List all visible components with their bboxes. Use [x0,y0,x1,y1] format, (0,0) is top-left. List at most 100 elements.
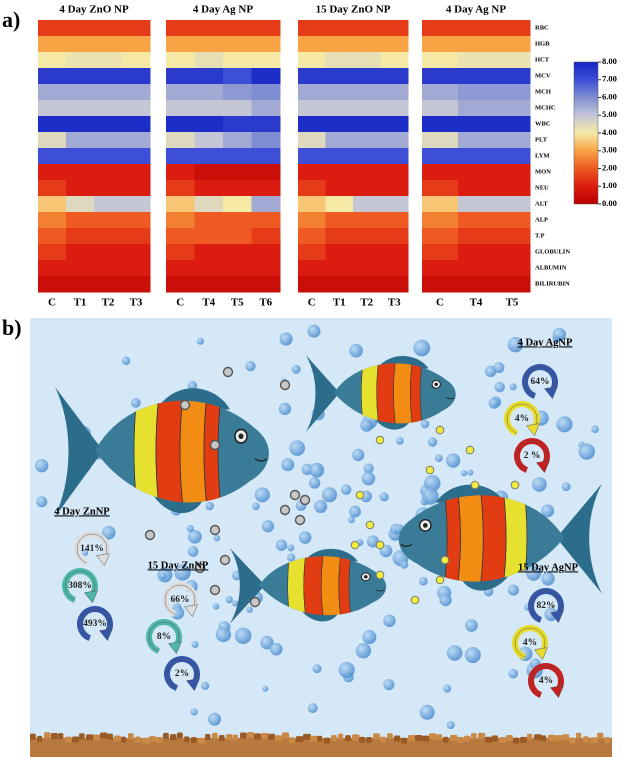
ag-particle [435,575,445,585]
column-label: T4 [202,297,215,309]
fish-pupil [363,575,368,579]
column-label: T4 [470,297,483,309]
fish-pupil [434,382,438,386]
bubble [269,642,283,656]
heatmap-cell [122,196,151,213]
zno-particle [209,584,221,596]
grain [184,736,190,743]
ag-particle [465,445,475,455]
percent-label: 64% [531,377,550,387]
heatmap-cell [122,36,151,53]
heatmap-cell [325,36,354,53]
bubble [190,708,198,716]
grain [555,735,563,742]
heatmap-cell [122,84,151,101]
heatmap-cell [298,36,326,53]
grain [359,736,366,743]
bubble [281,458,295,472]
grain [51,733,58,740]
grain [590,737,598,744]
heatmap-cell [422,132,459,149]
heatmap-cell [458,68,495,85]
heatmap-cell [38,244,67,261]
grain [527,733,533,740]
ag-particle [510,480,520,490]
heatmap-cell [94,68,123,85]
grain [373,733,380,740]
grain [282,732,290,739]
bubble [309,462,325,478]
grain [275,735,283,742]
heatmap-cell [422,52,459,69]
grain [198,737,206,744]
grain [289,737,295,744]
grain [569,737,576,744]
zno-particle [249,596,261,608]
bubble [465,619,478,632]
column-label: T2 [102,297,115,309]
heatmap-cell [353,148,381,165]
grain [583,736,589,743]
heatmap-cell [353,164,381,181]
heatmap-cell [251,148,281,165]
ag-particle [425,465,435,475]
bubble [205,501,214,511]
zno-particle [222,366,234,378]
group-title: 4 Day ZnNP [54,506,110,517]
grain [219,734,225,741]
row-label: NEU [535,184,549,191]
heatmap-cell [494,276,531,293]
row-label: GLOBULIN [535,248,570,255]
heatmap-cell [353,84,381,101]
ag-particle [470,480,480,490]
grain [58,733,64,740]
heatmap-cell [458,212,495,229]
heatmap-cell [66,68,95,85]
row-label: WBC [535,120,551,127]
bubble [186,524,194,533]
bubble [531,477,547,492]
bubble [321,487,338,503]
percent-label: 308% [68,581,92,591]
grain [121,736,127,743]
bubble [208,712,222,726]
fish-stripe [338,556,353,616]
bubble [395,437,404,445]
heatmap-cell [223,164,252,181]
heatmap-cell [122,276,151,293]
fishes: 64% 4% 2 % 141% 308% 493% 66% 8% 2% 82% 4% 4% [55,355,602,699]
grain [37,735,43,742]
zno-particle [289,489,301,501]
arrow-head [84,590,98,604]
bubble [541,504,555,518]
heatmap-cell [94,148,123,165]
grain [324,737,331,744]
bubble [418,576,428,586]
row-label: RBC [535,24,549,31]
bubble [348,516,355,524]
bubble [467,469,474,476]
grain [429,733,437,740]
heatmap-cell [494,228,531,245]
heatmap-cell [166,148,195,165]
heatmap-cell [380,20,409,37]
cycle-arrow-outline [166,658,198,689]
bubble [363,463,374,474]
heatmap-cell [194,212,224,229]
grain [541,735,547,742]
cycle-arrow-outline [164,584,196,615]
heatmap-cell [223,20,252,37]
heatmap-cell [494,20,531,37]
heatmap-cell [494,164,531,181]
heatmap-cell [223,52,252,69]
heatmap-cell [494,116,531,133]
heatmap-cell [325,84,354,101]
arrow-head [536,460,550,474]
heatmap-cell [166,196,195,213]
heatmap-cell [422,100,459,117]
heatmap-cell [122,212,151,229]
heatmap-cell [223,148,252,165]
bubble [307,703,318,714]
panel-label: b) [2,315,22,340]
heatmap-cell [194,196,224,213]
